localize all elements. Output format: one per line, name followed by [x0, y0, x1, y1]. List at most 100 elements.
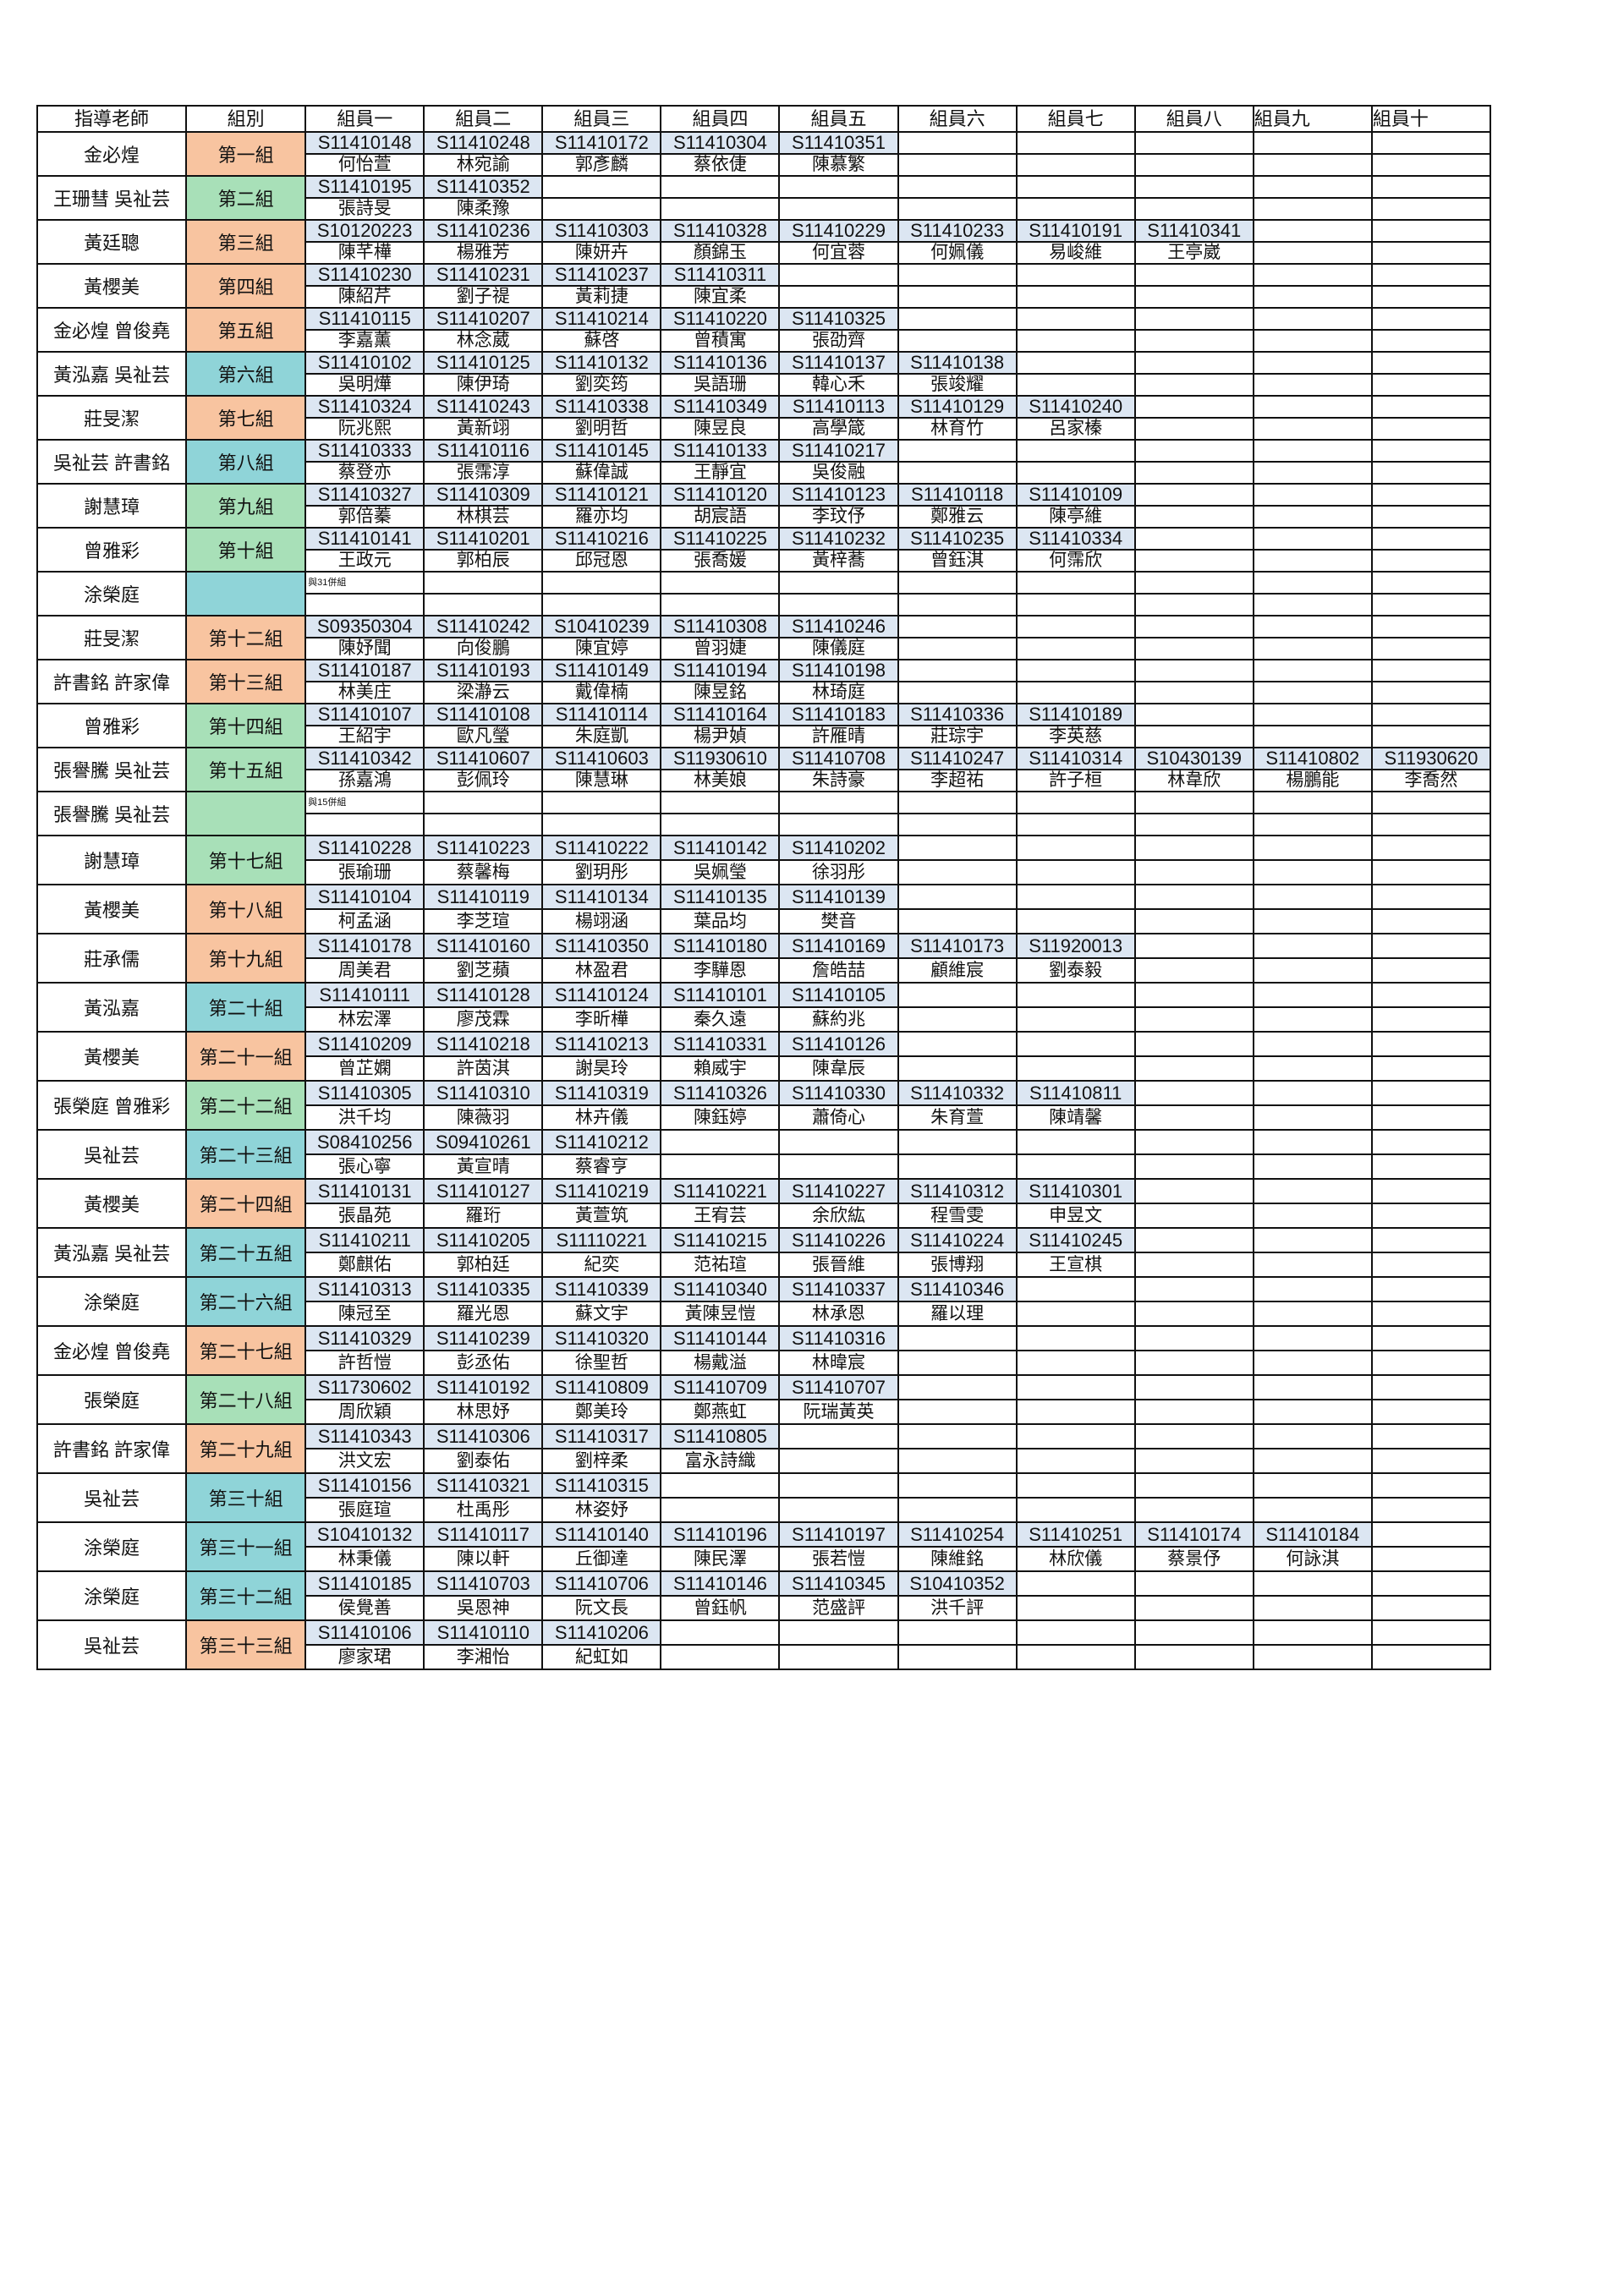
student-id-cell: S11410111	[304, 982, 425, 1008]
group-name-row: 曾芷嫻 許茵淇 謝昊玲 賴威宇 陳韋辰	[37, 1055, 1492, 1082]
student-name-cell: 陳紹芹	[304, 285, 425, 309]
group-label-cell: 第八組	[185, 439, 307, 485]
student-name-cell: 吳語珊	[660, 373, 781, 397]
empty-cell	[897, 175, 1018, 199]
student-name-cell: 柯孟涵	[304, 908, 425, 934]
empty-cell	[1133, 1570, 1254, 1597]
group-label-cell: 第四組	[185, 263, 307, 309]
student-name-cell: 陳鈺婷	[660, 1104, 781, 1131]
student-id-cell: S11410329	[304, 1325, 425, 1351]
advisor-cell: 黃泓嘉	[36, 982, 188, 1033]
group-name-row: 張心寧 黃宣晴 蔡睿亨	[37, 1153, 1492, 1180]
student-name-cell: 黃梓蕎	[778, 549, 899, 573]
student-id-cell: S11410311	[660, 263, 781, 287]
student-name-cell: 張晶苑	[304, 1203, 425, 1229]
student-name-cell: 何詠淇	[1252, 1546, 1373, 1572]
student-id-cell: S11410134	[541, 884, 662, 910]
student-id-cell: S11410145	[541, 439, 662, 463]
student-name-cell: 蘇啓	[541, 329, 662, 353]
student-id-cell: S11410325	[778, 307, 899, 331]
empty-cell	[1252, 175, 1373, 199]
empty-cell	[1015, 1644, 1136, 1670]
student-name-cell: 丘御達	[541, 1546, 662, 1572]
student-id-cell: S11410708	[778, 747, 899, 770]
empty-cell	[1015, 813, 1136, 836]
empty-cell	[1370, 1104, 1492, 1131]
empty-cell	[1133, 1595, 1254, 1621]
student-name-cell: 劉泰毅	[1015, 957, 1136, 984]
advisor-cell: 黃櫻美	[36, 1178, 188, 1229]
student-name-cell: 陳妍卉	[541, 241, 662, 265]
student-name-cell: 劉芝蘋	[423, 957, 544, 984]
group-label-cell: 第二十組	[185, 982, 307, 1033]
student-id-cell: S11730602	[304, 1374, 425, 1400]
student-id-cell: S11110221	[541, 1227, 662, 1253]
student-id-cell: S11410305	[304, 1080, 425, 1106]
student-name-cell: 周欣穎	[304, 1399, 425, 1425]
student-name-cell: 羅珩	[423, 1203, 544, 1229]
empty-cell	[1015, 1031, 1136, 1057]
group-label-cell	[185, 571, 307, 616]
student-id-cell: S11410337	[778, 1276, 899, 1302]
empty-cell	[1015, 1399, 1136, 1425]
empty-cell	[1133, 1153, 1254, 1180]
group-id-row: 張榮庭 曾雅彩 第二十二組 S11410305 S11410310 S11410319 S…	[36, 1080, 1492, 1131]
empty-cell	[1252, 351, 1373, 375]
empty-cell	[1015, 1448, 1136, 1474]
empty-cell	[897, 131, 1018, 155]
empty-cell	[897, 1031, 1018, 1057]
student-id-cell: S11410332	[897, 1080, 1018, 1106]
student-name-cell: 許哲愷	[304, 1350, 425, 1376]
empty-cell	[1015, 131, 1136, 155]
student-name-cell: 張喬媛	[660, 549, 781, 573]
student-name-cell: 劉子禔	[423, 285, 544, 309]
empty-cell	[541, 175, 662, 199]
empty-cell	[1133, 593, 1254, 616]
group-label-cell: 第二組	[185, 175, 307, 221]
empty-cell	[660, 1129, 781, 1155]
advisor-cell: 涂榮庭	[36, 1521, 188, 1572]
empty-cell	[1252, 1104, 1373, 1131]
empty-cell	[1252, 329, 1373, 353]
student-id-cell: S11410340	[660, 1276, 781, 1302]
empty-cell	[1252, 285, 1373, 309]
advisor-cell: 黃櫻美	[36, 1031, 188, 1082]
advisor-cell: 張譽騰 吳祉芸	[36, 747, 188, 792]
student-name-cell: 楊鵬能	[1252, 769, 1373, 792]
empty-cell	[1133, 1178, 1254, 1204]
student-name-cell: 陳妤聞	[304, 637, 425, 660]
empty-cell	[1015, 1595, 1136, 1621]
student-id-cell: S10410352	[897, 1570, 1018, 1597]
student-id-cell: S11410223	[423, 835, 544, 861]
empty-cell	[1252, 373, 1373, 397]
student-name-cell: 梁瀞云	[423, 681, 544, 704]
group-id-row: 黃櫻美 第二十一組 S11410209 S11410218 S11410213 S1141…	[36, 1031, 1492, 1082]
student-name-cell: 莊琮宇	[897, 725, 1018, 748]
empty-cell	[778, 1644, 899, 1670]
student-name-cell: 杜禹彤	[423, 1497, 544, 1523]
empty-cell	[1015, 982, 1136, 1008]
empty-cell	[1133, 1301, 1254, 1327]
student-name-cell: 吳恩神	[423, 1595, 544, 1621]
student-id-cell: S11410317	[541, 1423, 662, 1449]
student-name-cell: 彭丞佑	[423, 1350, 544, 1376]
student-id-cell: S11410603	[541, 747, 662, 770]
empty-cell	[1252, 1350, 1373, 1376]
student-id-cell: S11410124	[541, 982, 662, 1008]
empty-cell	[1370, 263, 1492, 287]
student-id-cell: S10120223	[304, 219, 425, 243]
student-name-cell: 王政元	[304, 549, 425, 573]
group-label-cell: 第三十二組	[185, 1570, 307, 1621]
student-name-cell: 蔡景伃	[1133, 1546, 1254, 1572]
empty-cell	[897, 1448, 1018, 1474]
group-label-cell: 第三十組	[185, 1472, 307, 1523]
empty-cell	[1370, 329, 1492, 353]
student-name-cell: 陳芊樺	[304, 241, 425, 265]
empty-cell	[1133, 1080, 1254, 1106]
student-id-cell: S11410709	[660, 1374, 781, 1400]
group-label-cell: 第三十三組	[185, 1619, 307, 1670]
advisor-cell: 黃廷聰	[36, 219, 188, 265]
empty-cell	[1133, 1104, 1254, 1131]
student-name-cell: 李湘怡	[423, 1644, 544, 1670]
empty-cell	[897, 681, 1018, 704]
